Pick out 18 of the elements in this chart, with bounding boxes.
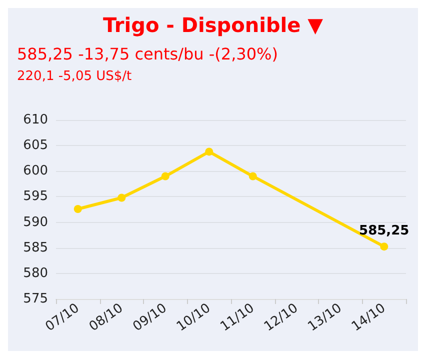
point bbox=[205, 148, 214, 156]
point bbox=[161, 172, 170, 180]
point bbox=[118, 194, 126, 202]
point bbox=[248, 172, 257, 180]
chart-title: Trigo - Disponible ▼ bbox=[102, 13, 324, 37]
y-tick-label: 575 bbox=[23, 292, 48, 306]
point bbox=[380, 242, 388, 251]
y-tick-label: 585 bbox=[23, 240, 48, 256]
text: 220,1 -5,05 US$/t bbox=[17, 69, 132, 84]
y-tick-label: 610 bbox=[23, 112, 48, 128]
chart-subtitle: 585,25 -13,75 cents/bu -(2,30%) bbox=[17, 44, 278, 64]
y-tick-label: 595 bbox=[23, 189, 48, 204]
y-tick-label: 580 bbox=[23, 266, 48, 281]
y-tick-label: 605 bbox=[23, 138, 48, 154]
y-tick-label: 590 bbox=[23, 214, 48, 230]
y-tick-label: 600 bbox=[23, 164, 48, 179]
point bbox=[74, 204, 82, 213]
data-label: 585,25 bbox=[359, 224, 410, 239]
